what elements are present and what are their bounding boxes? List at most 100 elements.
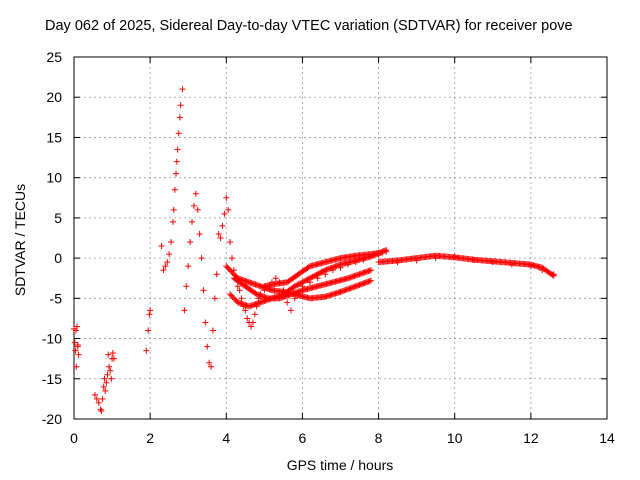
data-point	[294, 281, 301, 288]
data-point	[168, 239, 175, 246]
data-point	[223, 194, 230, 201]
y-tick-label: -5	[50, 290, 63, 306]
data-point	[217, 235, 224, 241]
data-point	[99, 395, 106, 402]
data-point	[173, 158, 180, 165]
data-point	[296, 280, 303, 287]
data-point	[225, 206, 232, 213]
x-tick-label: 4	[222, 430, 230, 446]
data-point	[194, 206, 201, 213]
data-point	[383, 247, 390, 254]
data-point	[102, 387, 109, 394]
data-point	[321, 267, 328, 274]
data-point	[303, 277, 310, 284]
data-point	[101, 375, 108, 382]
data-point	[317, 269, 324, 276]
data-point	[183, 283, 190, 290]
data-point	[225, 265, 232, 272]
data-point	[229, 269, 236, 276]
data-point	[291, 283, 298, 290]
data-point	[209, 327, 216, 334]
data-point	[318, 269, 325, 276]
x-axis-label: GPS time / hours	[286, 457, 394, 473]
data-point	[219, 222, 226, 229]
data-point	[232, 272, 239, 279]
data-point	[105, 351, 112, 358]
data-point	[95, 399, 102, 406]
data-point	[228, 255, 235, 262]
data-point	[208, 363, 215, 370]
data-point	[379, 249, 386, 256]
data-point	[98, 407, 105, 414]
data-point	[171, 186, 178, 193]
data-point	[223, 263, 230, 270]
data-point	[252, 290, 259, 297]
y-tick-label: 20	[46, 89, 62, 105]
data-point	[227, 291, 234, 298]
data-point	[93, 395, 100, 402]
data-point	[251, 311, 258, 318]
data-point	[230, 295, 237, 302]
data-point	[315, 270, 322, 277]
data-point	[190, 202, 197, 209]
data-point	[104, 371, 111, 378]
data-point	[313, 271, 320, 278]
data-point	[309, 273, 316, 280]
data-point	[307, 275, 314, 282]
data-point	[91, 391, 98, 398]
data-point	[288, 307, 295, 314]
data-point	[227, 267, 234, 274]
y-tick-label: 25	[46, 49, 62, 65]
data-point	[176, 114, 183, 121]
data-points	[71, 86, 557, 414]
data-point	[312, 272, 319, 279]
data-point	[238, 295, 245, 302]
data-point	[227, 239, 234, 246]
data-point	[108, 375, 115, 382]
x-tick-label: 12	[523, 430, 539, 446]
y-tick-label: 15	[46, 129, 62, 145]
data-point	[550, 272, 557, 279]
data-point	[166, 251, 173, 258]
data-point	[72, 347, 79, 354]
data-point	[173, 170, 180, 177]
data-point	[367, 277, 374, 284]
data-point	[187, 239, 194, 246]
data-point	[110, 355, 117, 362]
data-point	[314, 271, 321, 278]
data-point	[308, 274, 315, 281]
data-point	[284, 299, 291, 306]
x-tick-label: 14	[599, 430, 615, 446]
data-point	[146, 311, 153, 318]
data-point	[300, 278, 307, 285]
y-tick-label: 0	[54, 250, 62, 266]
data-point	[244, 315, 251, 322]
data-point	[71, 339, 78, 346]
data-point	[242, 307, 249, 314]
data-point	[232, 296, 239, 303]
data-point	[177, 102, 184, 109]
plot-frame	[73, 56, 608, 420]
data-point	[310, 273, 317, 280]
grid	[74, 57, 607, 419]
x-tick-label: 0	[70, 430, 78, 446]
data-point	[169, 218, 176, 225]
data-point	[305, 275, 312, 282]
data-point	[75, 351, 82, 358]
data-point	[298, 279, 305, 286]
y-tick-label: -15	[42, 371, 62, 387]
data-point	[236, 287, 243, 294]
data-point	[175, 130, 182, 137]
data-point	[162, 263, 169, 270]
data-point	[230, 271, 237, 278]
data-point	[221, 210, 228, 217]
data-point	[304, 276, 311, 283]
data-point	[228, 268, 235, 275]
chart-title: Day 062 of 2025, Sidereal Day-to-day VTE…	[45, 18, 573, 34]
data-point	[224, 264, 231, 271]
data-point	[189, 218, 196, 225]
x-tick-label: 2	[146, 430, 154, 446]
data-point	[174, 146, 181, 153]
data-point	[147, 307, 154, 314]
